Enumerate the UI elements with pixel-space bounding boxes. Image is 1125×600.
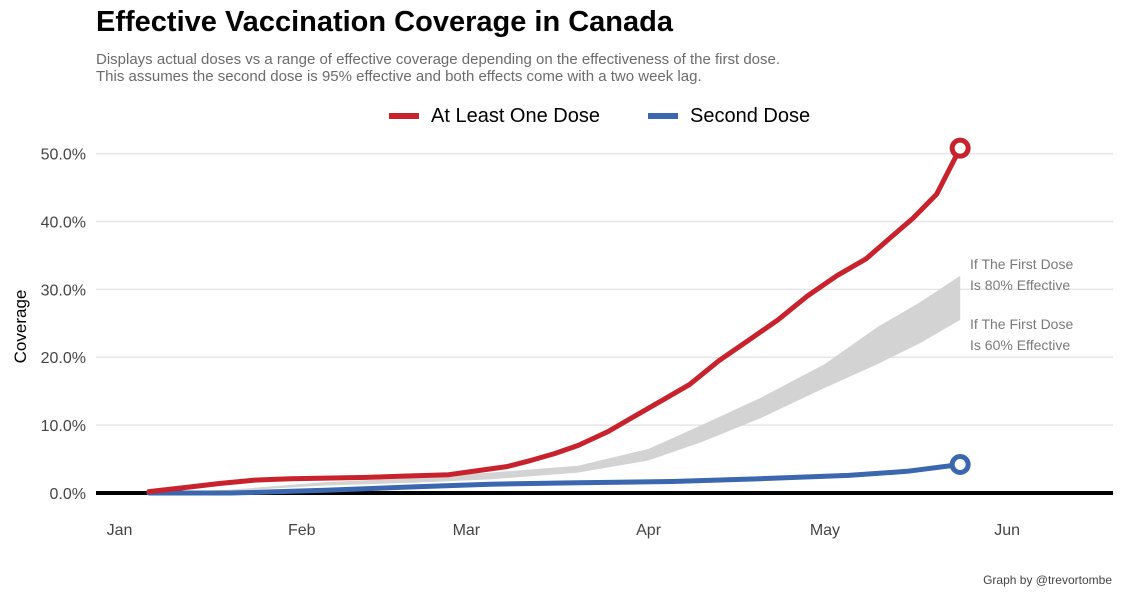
y-tick-label: 10.0% <box>41 418 86 435</box>
chart-caption: Graph by @trevortombe <box>983 573 1112 587</box>
band-annotation-line: If The First Dose <box>970 256 1073 272</box>
end-marker-first-dose <box>949 137 971 159</box>
series-line-second-dose <box>146 462 963 496</box>
legend-label-second-dose: Second Dose <box>690 104 811 127</box>
y-tick-label: 20.0% <box>41 350 86 367</box>
subtitle-line-1: Displays actual doses vs a range of effe… <box>96 51 781 68</box>
legend-item-first-dose: At Least One Dose <box>389 103 600 129</box>
legend-swatch-second-dose <box>648 113 678 119</box>
legend-item-second-dose: Second Dose <box>648 103 810 129</box>
y-tick-label: 30.0% <box>41 282 86 299</box>
x-tick-label: Apr <box>636 522 662 539</box>
series-line-first-dose <box>146 145 963 495</box>
subtitle-line-2: This assumes the second dose is 95% effe… <box>96 68 702 85</box>
x-tick-label: Mar <box>453 522 481 539</box>
y-tick-label: 40.0% <box>41 214 86 231</box>
band-annotation-line: Is 60% Effective <box>970 337 1070 353</box>
legend-label-first-dose: At Least One Dose <box>431 104 600 127</box>
y-axis-label: Coverage <box>11 290 30 364</box>
legend-swatch-first-dose <box>389 113 419 119</box>
x-tick-label: Feb <box>288 522 316 539</box>
chart-title: Effective Vaccination Coverage in Canada <box>96 6 673 38</box>
x-tick-label: Jun <box>994 522 1020 539</box>
chart-subtitle: Displays actual doses vs a range of effe… <box>96 51 780 85</box>
x-tick-label: May <box>810 522 840 539</box>
band-annotation-line: If The First Dose <box>970 316 1073 332</box>
y-tick-label: 50.0% <box>41 147 86 164</box>
x-tick-label: Jan <box>107 522 133 539</box>
y-tick-label: 0.0% <box>50 486 86 503</box>
end-marker-second-dose <box>949 453 971 475</box>
band-annotation-line: Is 80% Effective <box>970 277 1070 293</box>
effective-coverage-band <box>148 275 961 493</box>
